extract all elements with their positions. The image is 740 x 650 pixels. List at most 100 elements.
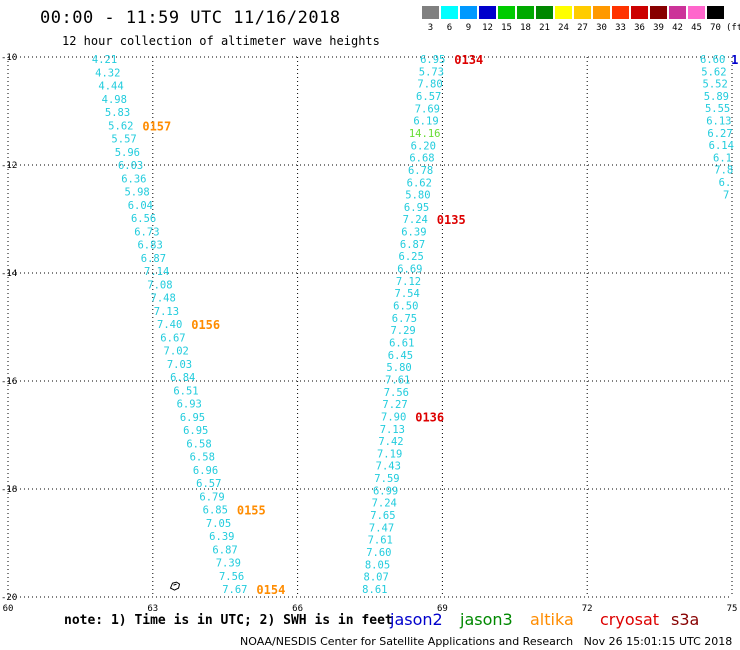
wave-height-label: 5.83 — [105, 107, 130, 119]
wave-height-label: 7.59 — [374, 473, 399, 485]
wave-height-label: 6.39 — [401, 227, 426, 239]
wave-height-label: 6.84 — [170, 372, 195, 384]
wave-height-label: 5.62 — [701, 66, 726, 78]
time-label: 0155 — [237, 504, 266, 518]
x-tick-label: 75 — [727, 604, 738, 614]
time-label: 0135 — [437, 213, 466, 227]
wave-height-label: 8.07 — [364, 572, 389, 584]
scale-label: 21 — [539, 23, 550, 33]
x-tick-label: 66 — [292, 604, 303, 614]
wave-height-label: 7.42 — [378, 436, 403, 448]
wave-height-label: 5.73 — [419, 66, 444, 78]
wave-height-label: 7.39 — [216, 558, 241, 570]
legend-cryosat: cryosat — [600, 610, 660, 629]
wave-height-label: 6.62 — [407, 177, 432, 189]
wave-height-label: 6.50 — [393, 301, 418, 313]
wave-height-label: 5.62 — [108, 120, 133, 132]
wave-height-label: 6.83 — [137, 240, 162, 252]
scale-label: 3 — [427, 23, 434, 33]
time-label: 0136 — [415, 410, 444, 424]
wave-height-label: 5.52 — [703, 79, 728, 91]
wave-height-label: 7.13 — [380, 424, 405, 436]
wave-height-label: 7.56 — [219, 571, 244, 583]
wave-height-label: 6.95 — [180, 412, 205, 424]
wave-height-label: 5.96 — [115, 147, 140, 159]
scale-swatch — [517, 6, 534, 19]
wave-height-label: 7.90 — [381, 411, 406, 423]
legend-altika: altika — [530, 610, 574, 629]
wave-height-label: 6.39 — [209, 531, 234, 543]
y-tick-label: -10 — [1, 53, 17, 63]
wave-height-label: 6.87 — [141, 253, 166, 265]
wave-height-label: 6.95 — [183, 425, 208, 437]
wave-height-label: 7.65 — [370, 510, 395, 522]
scale-label: 18 — [520, 23, 531, 33]
wave-height-label: 7.56 — [384, 387, 409, 399]
scale-label: 9 — [465, 23, 472, 33]
scale-label: 27 — [577, 23, 588, 33]
wave-height-label: 4.32 — [95, 67, 120, 79]
wave-height-label: 6.51 — [173, 385, 198, 397]
scale-swatch — [479, 6, 496, 19]
wave-height-label: 5.80 — [386, 362, 411, 374]
legend-jason2: jason2 — [390, 610, 443, 629]
wave-height-label: 6.14 — [709, 140, 734, 152]
wave-height-label: 8.05 — [365, 559, 390, 571]
credit-line: NOAA/NESDIS Center for Satellite Applica… — [240, 635, 733, 648]
scale-swatch — [441, 6, 458, 19]
scale-label: 15 — [501, 23, 512, 33]
scale-label: 24 — [558, 23, 569, 33]
legend-s3a: s3a — [671, 610, 700, 629]
wave-height-label: 6.13 — [706, 116, 731, 128]
legend-jason3: jason3 — [460, 610, 513, 629]
wave-height-label: 7.29 — [390, 325, 415, 337]
y-tick-label: -20 — [1, 593, 17, 603]
y-tick-label: -18 — [1, 485, 17, 495]
wave-height-label: 7.08 — [147, 279, 172, 291]
wave-height-label: 7.14 — [144, 266, 169, 278]
scale-swatch — [422, 6, 439, 19]
wave-height-label: 7.40 — [157, 319, 182, 331]
wave-height-label: 7.69 — [415, 103, 440, 115]
time-label: 0154 — [256, 583, 285, 597]
wave-height-label: 6.1 — [713, 152, 732, 164]
x-tick-label: 69 — [437, 604, 448, 614]
wave-height-label: 6.93 — [177, 399, 202, 411]
time-label: 0156 — [191, 318, 220, 332]
scale-swatch — [631, 6, 648, 19]
y-tick-label: -12 — [1, 161, 17, 171]
scale-label: (ft) — [726, 23, 740, 33]
wave-height-label: 6.87 — [212, 544, 237, 556]
y-tick-label: -14 — [1, 269, 17, 279]
wave-height-label: 6.69 — [397, 264, 422, 276]
scale-swatch — [707, 6, 724, 19]
wave-height-label: 6.79 — [199, 491, 224, 503]
scale-swatch — [555, 6, 572, 19]
time-label: 0134 — [454, 53, 483, 67]
island-outline-icon — [169, 581, 181, 591]
scale-label: 36 — [634, 23, 645, 33]
wave-height-label: 6.58 — [186, 438, 211, 450]
wave-height-label: 6.95 — [404, 202, 429, 214]
wave-height-label: 7.24 — [403, 214, 428, 226]
wave-height-label: 6.20 — [411, 140, 436, 152]
scale-swatch — [536, 6, 553, 19]
wave-height-label: 6.57 — [416, 91, 441, 103]
scale-swatch — [669, 6, 686, 19]
wave-height-label: 7.60 — [366, 547, 391, 559]
wave-height-label: 5.80 — [405, 190, 430, 202]
wave-height-label: 7 — [723, 189, 729, 201]
wave-height-label: 5.98 — [124, 187, 149, 199]
scale-swatch — [498, 6, 515, 19]
scale-label: 33 — [615, 23, 626, 33]
scale-label: 42 — [672, 23, 683, 33]
wave-height-label: 6.78 — [408, 165, 433, 177]
wave-height-label: 7.80 — [417, 79, 442, 91]
wave-height-label: 7.67 — [222, 584, 247, 596]
scale-label: 70 — [710, 23, 721, 33]
wave-height-label: 6.61 — [389, 337, 414, 349]
time-label: 1 — [731, 53, 738, 67]
scale-label: 39 — [653, 23, 664, 33]
wave-height-label: 6.96 — [193, 465, 218, 477]
